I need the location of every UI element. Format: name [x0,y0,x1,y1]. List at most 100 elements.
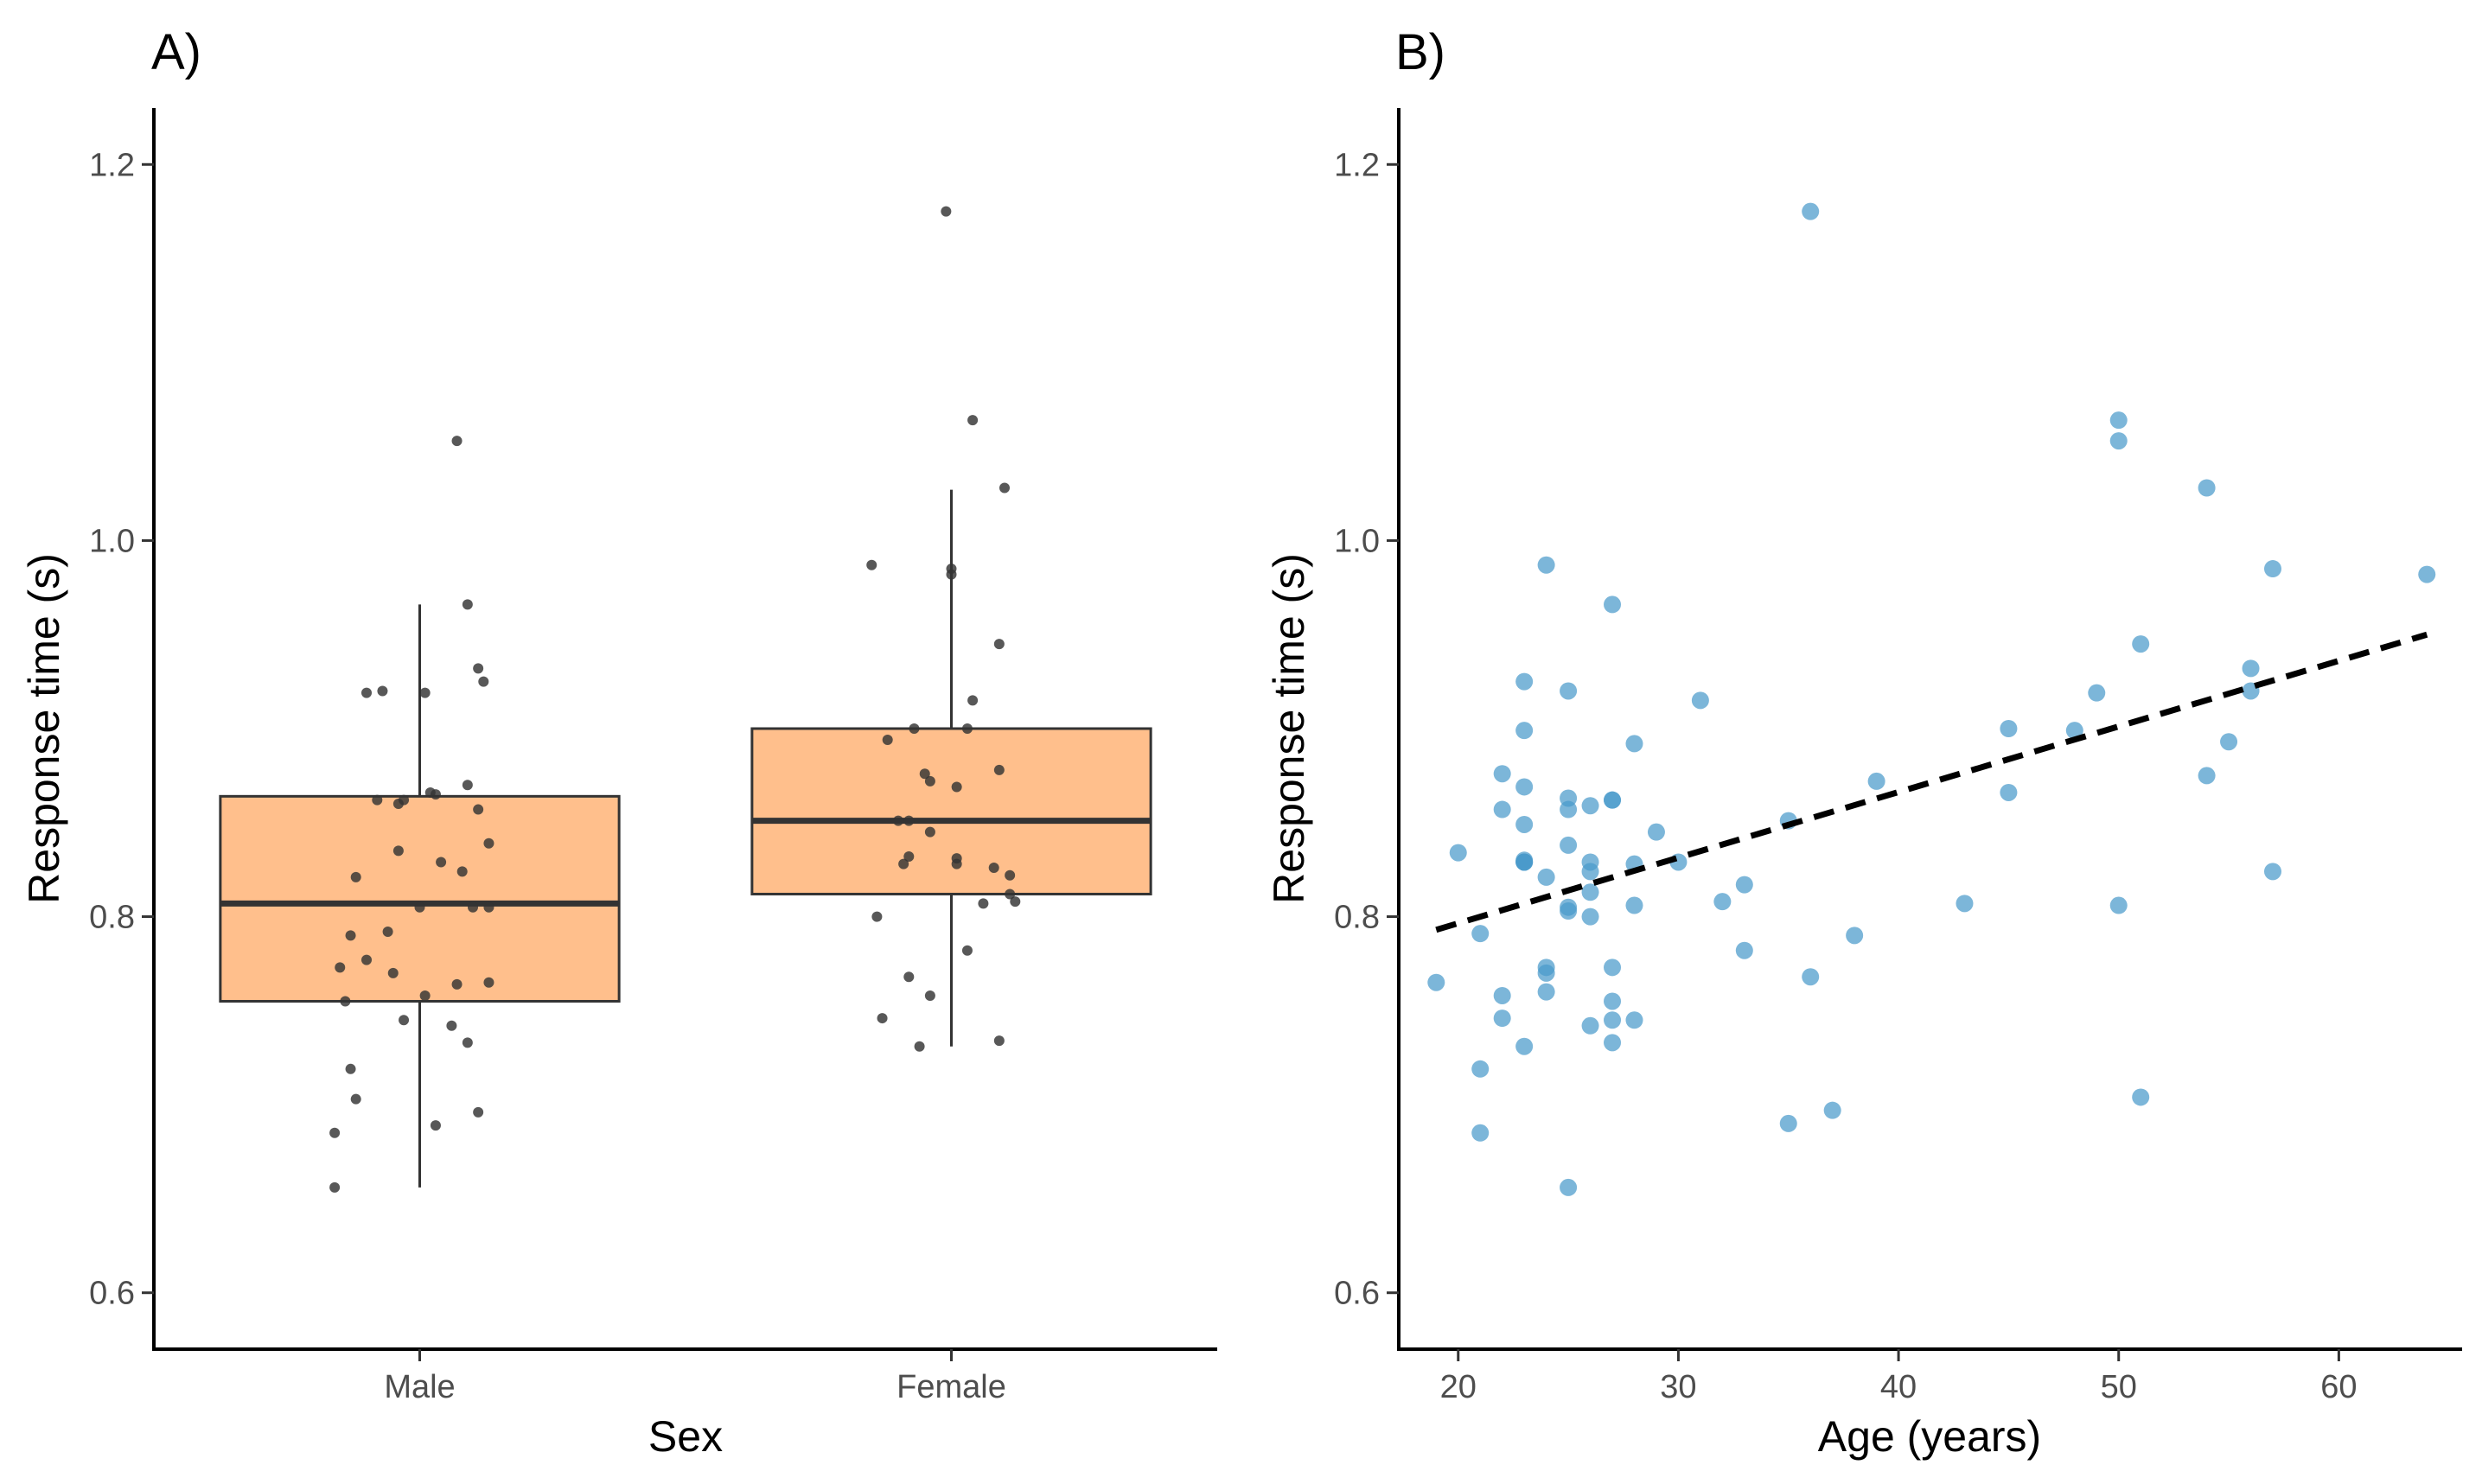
data-point [1515,853,1534,871]
data-point [345,930,356,941]
iqr-box [750,727,1152,895]
x-tick-label-female: Female [896,1369,1006,1405]
data-point [1010,896,1021,908]
data-point [898,858,909,869]
scatter-points-layer [1427,202,2436,1196]
data-point [399,1015,410,1026]
data-point [967,695,979,706]
data-point [462,780,473,791]
x-axis-title: Age (years) [1818,1412,2041,1461]
data-point [1604,1034,1622,1052]
data-point [446,1020,457,1031]
box-male [219,604,621,1188]
data-point [2109,432,2128,450]
data-point [919,768,930,780]
data-point [1493,800,1511,818]
data-point [1713,893,1732,911]
data-point [1604,1011,1622,1029]
data-point [871,911,883,922]
y-tick-label: 0.6 [1334,1276,1380,1312]
data-point [462,599,473,610]
regression-line [1435,631,2428,933]
data-point [1493,765,1511,783]
data-point [350,1093,361,1105]
data-point [436,857,447,868]
data-point [978,898,989,909]
data-point [1802,202,1820,220]
data-point [1471,925,1490,943]
data-point [993,764,1005,775]
data-point [468,901,478,913]
data-point [1846,927,1864,945]
data-point [2065,722,2083,740]
data-point [478,676,489,687]
data-point [866,559,877,570]
data-point [988,863,999,874]
box-female [750,489,1152,1047]
data-point [340,996,351,1007]
data-point [2000,783,2018,801]
data-point [1691,691,1709,710]
data-point [1625,1011,1643,1029]
data-point [473,1106,484,1118]
y-tick-label: 0.8 [89,900,135,936]
data-point [473,804,484,815]
data-point [430,1120,441,1131]
data-point [382,926,393,937]
data-point [961,723,973,734]
data-point [1581,863,1599,881]
data-point [2263,560,2281,578]
data-point [1581,797,1599,815]
data-point [1647,823,1665,841]
panel-label-b: B) [1395,24,1445,80]
data-point [1604,791,1622,809]
data-point [903,815,915,826]
data-point [2109,896,2128,914]
data-point [1537,983,1555,1001]
data-point [1735,941,1753,959]
data-point [967,415,979,426]
data-point [961,945,973,956]
data-point [1560,800,1578,818]
data-point [1005,869,1016,881]
panel-b-scatter: B) 0.6 0.8 1.0 1.2 20 30 40 50 60 Age (years) R… [1265,24,2462,1461]
data-point [2198,767,2216,785]
data-point [2220,733,2238,751]
data-point [882,735,893,746]
data-point [1735,876,1753,894]
data-point [1581,1016,1599,1035]
data-point [345,1063,356,1074]
data-point [1867,772,1885,790]
data-point [473,663,484,674]
data-point [2418,565,2436,583]
data-point [1625,735,1643,753]
points-layer [329,206,1021,1193]
data-point [350,871,361,882]
y-tick-label: 1.2 [1334,147,1380,183]
data-point [999,482,1010,494]
data-point [1515,778,1534,796]
y-axis-ticks: 0.6 0.8 1.0 1.2 [1334,147,1399,1312]
data-point [2132,635,2150,653]
data-point [1427,973,1445,991]
data-point [941,206,952,217]
y-axis-ticks: 0.6 0.8 1.0 1.2 [89,147,154,1312]
data-point [1779,1114,1797,1132]
panel-a-boxplot: A) 0.6 0.8 1.0 1.2 Male Female Sex Response … [20,24,1217,1461]
x-tick-label: 50 [2101,1369,2137,1405]
y-tick-label: 1.0 [1334,523,1380,559]
y-tick-label: 1.2 [89,147,135,183]
data-point [1537,964,1555,982]
data-point [2263,863,2281,881]
data-point [951,853,962,864]
data-point [329,1181,341,1193]
x-tick-label: 60 [2320,1369,2357,1405]
x-tick-label: 20 [1440,1369,1477,1405]
iqr-box [219,794,621,1003]
data-point [1515,672,1534,691]
data-point [1604,992,1622,1010]
data-point [483,977,494,988]
data-point [483,838,494,849]
data-point [1560,682,1578,700]
box-layer [219,489,1152,1188]
